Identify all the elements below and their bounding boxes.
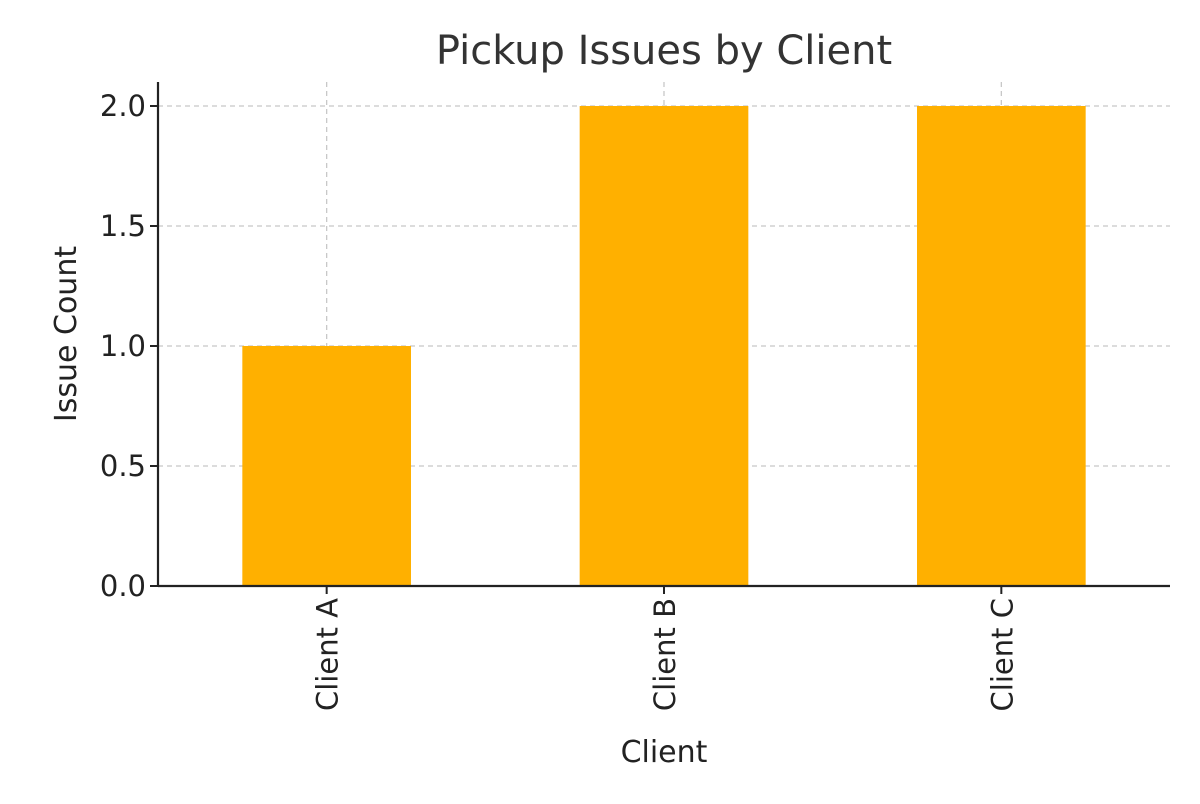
y-tick-label: 2.0: [100, 89, 146, 123]
x-tick-label: Client B: [648, 598, 682, 711]
bar-client-b: [579, 106, 749, 586]
y-tick-label: 1.0: [100, 329, 146, 363]
y-tick-label: 0.0: [100, 569, 146, 603]
y-axis-label: Issue Count: [49, 246, 84, 422]
x-axis-label: Client: [621, 735, 708, 770]
bar-client-c: [917, 106, 1086, 586]
bars: [242, 106, 1086, 586]
x-tick-label: Client A: [311, 598, 345, 711]
y-tick-label: 1.5: [100, 209, 146, 243]
tick-labels: 0.0 0.5 1.0 1.5 2.0 Client A Client B Client C: [100, 89, 1019, 711]
chart-title: Pickup Issues by Client: [436, 28, 892, 74]
y-tick-label: 0.5: [100, 449, 146, 483]
x-tick-label: Client C: [985, 598, 1019, 711]
bar-client-a: [242, 346, 411, 586]
